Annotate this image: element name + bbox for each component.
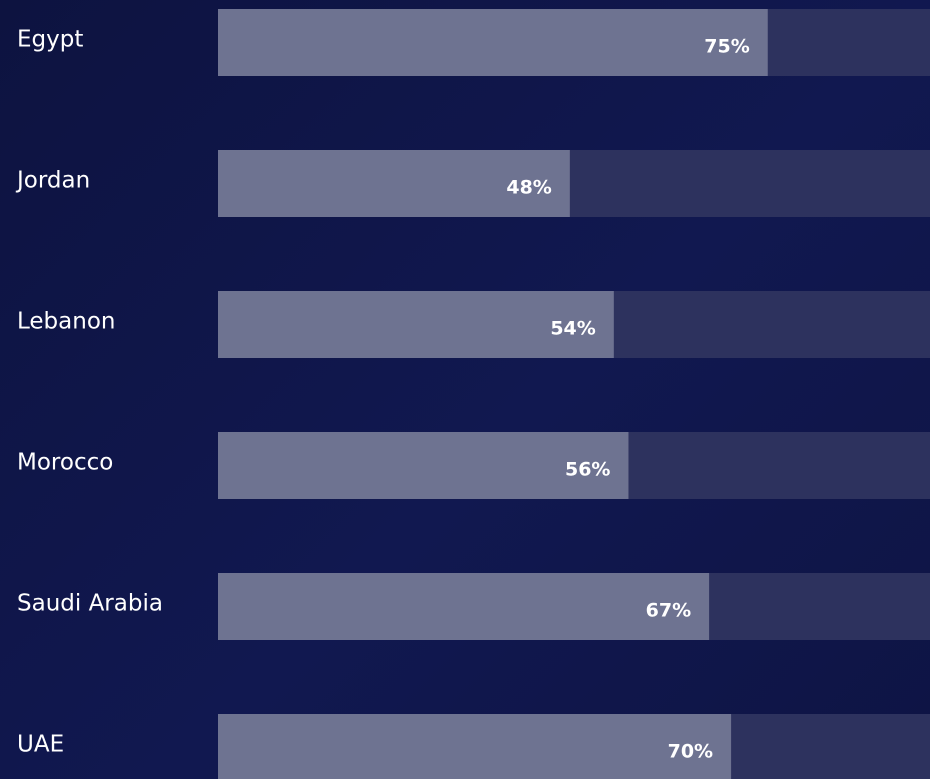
value-label: 67% [646,600,691,622]
category-label: Egypt [17,27,83,53]
category-label: Lebanon [17,309,115,335]
bar [218,150,570,217]
bar [218,291,614,358]
bar [218,573,710,640]
value-label: 54% [550,318,595,340]
bar [218,714,732,779]
category-label: Jordan [15,168,90,194]
bar [218,9,768,76]
value-label: 75% [704,36,749,58]
bar [218,432,629,499]
value-label: 70% [668,741,713,763]
value-label: 48% [506,177,551,199]
category-label: Saudi Arabia [17,591,163,617]
value-label: 56% [565,459,610,481]
category-label: UAE [17,732,64,758]
category-label: Morocco [17,450,113,476]
